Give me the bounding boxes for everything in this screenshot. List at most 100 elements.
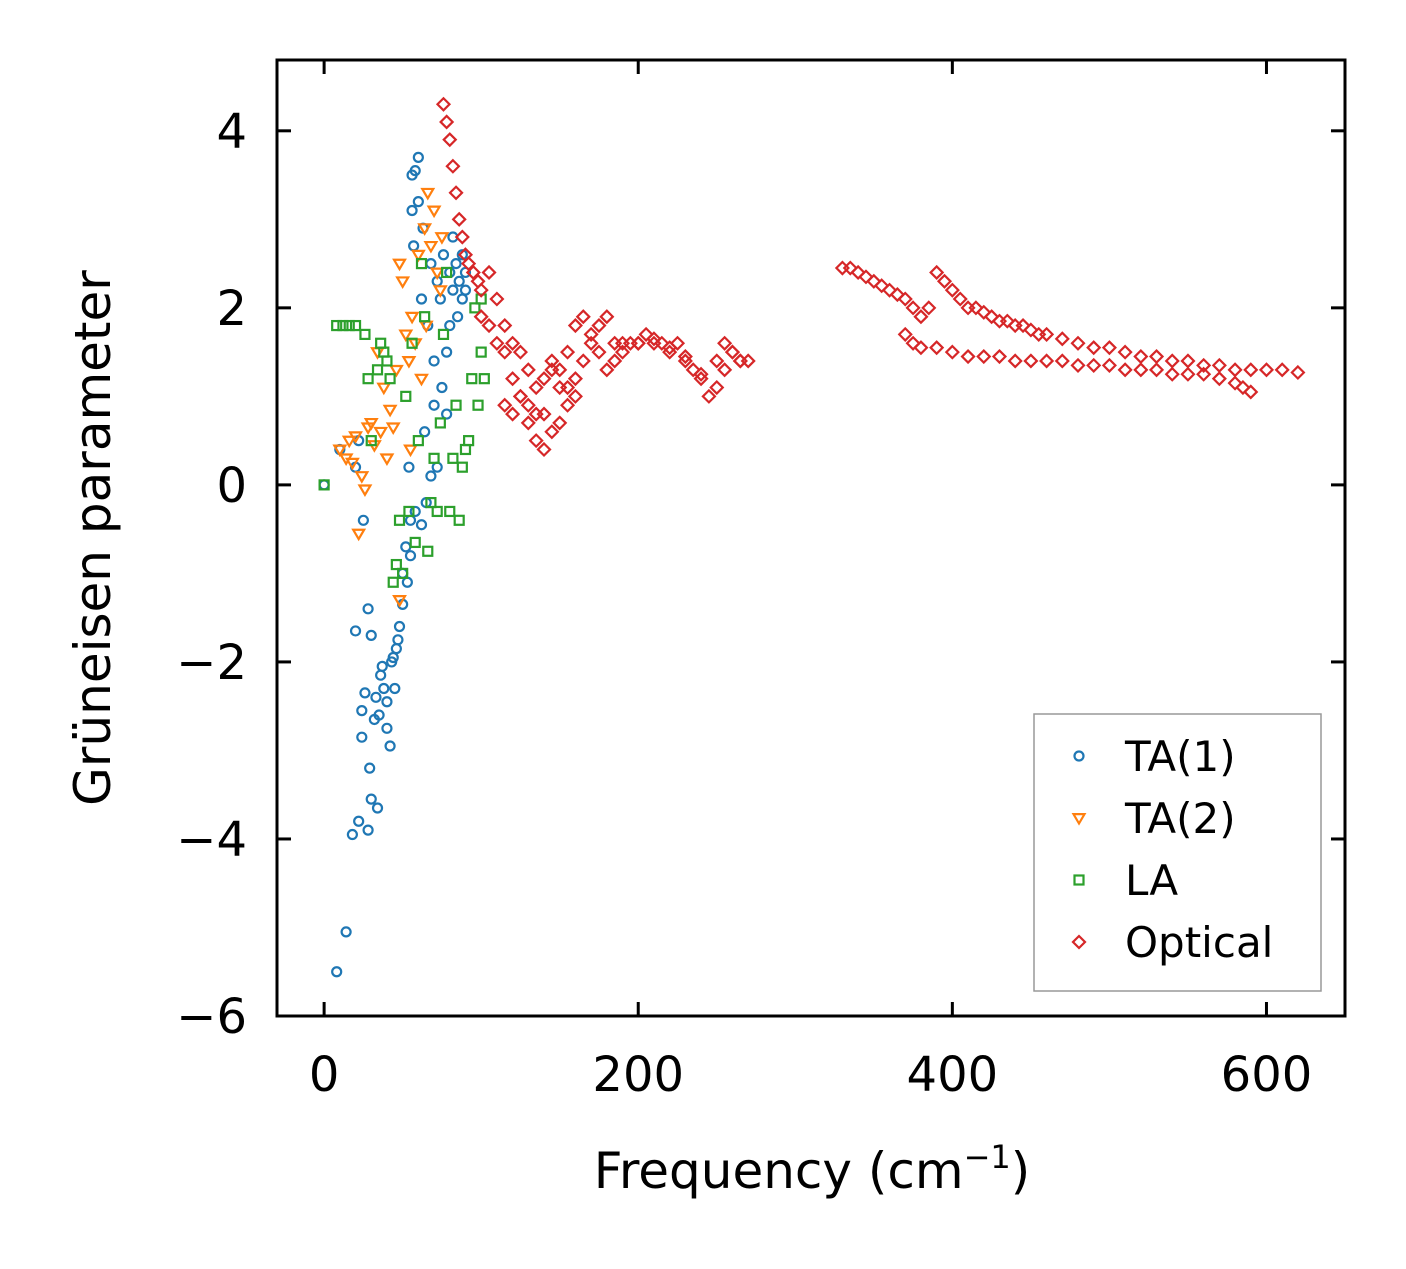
data-point: [318, 479, 330, 491]
data-point: [348, 431, 363, 444]
data-point: [365, 629, 377, 641]
data-point: [390, 643, 402, 655]
data-point: [646, 335, 662, 351]
data-point: [415, 519, 428, 531]
data-point: [709, 353, 725, 369]
y-tick-label: −2: [176, 635, 247, 691]
data-point: [842, 260, 858, 276]
data-point: [905, 335, 921, 351]
data-point: [654, 335, 670, 351]
data-point: [1023, 322, 1039, 338]
data-point: [403, 444, 418, 458]
data-point: [630, 335, 646, 351]
data-point: [349, 625, 362, 637]
data-point: [332, 444, 348, 458]
data-point: [607, 353, 623, 369]
data-point: [456, 293, 468, 305]
data-point: [1243, 384, 1259, 400]
data-point: [384, 740, 396, 752]
data-point: [436, 381, 448, 394]
data-point: [414, 373, 429, 387]
data-point: [1164, 366, 1180, 382]
data-point: [475, 293, 487, 305]
data-point: [447, 452, 459, 464]
data-point: [331, 319, 343, 332]
data-point: [412, 435, 424, 447]
data-point: [866, 273, 882, 289]
data-point: [375, 669, 387, 681]
data-point: [505, 335, 521, 351]
data-point: [373, 709, 385, 721]
data-point: [340, 926, 352, 938]
data-point: [404, 514, 417, 526]
data-point: [404, 550, 417, 562]
data-point: [669, 335, 686, 351]
data-point: [420, 187, 436, 201]
data-point: [437, 249, 450, 261]
data-point: [441, 346, 453, 358]
data-point: [1258, 362, 1275, 378]
data-point: [944, 344, 960, 360]
data-point: [897, 291, 913, 307]
data-point: [567, 388, 583, 404]
data-point: [379, 453, 395, 467]
data-point: [913, 340, 929, 356]
data-point: [356, 731, 368, 743]
data-point: [389, 682, 401, 695]
data-point: [343, 319, 355, 332]
data-point: [960, 300, 976, 316]
data-point: [385, 422, 401, 436]
data-point: [376, 382, 392, 396]
data-point: [512, 344, 528, 360]
data-point: [463, 435, 475, 447]
data-point: [677, 348, 693, 365]
legend-marker-square: [1073, 874, 1085, 886]
data-point: [397, 567, 409, 580]
data-point: [536, 371, 552, 387]
y-tick-label: −6: [176, 989, 247, 1045]
data-point: [960, 348, 976, 365]
data-point: [425, 496, 437, 509]
data-point: [913, 309, 929, 325]
data-point: [419, 426, 431, 438]
data-point: [441, 408, 453, 420]
data-point: [991, 348, 1008, 365]
data-point: [717, 362, 733, 378]
data-point: [622, 335, 638, 351]
data-point: [450, 399, 462, 411]
data-point: [341, 435, 357, 449]
data-point: [999, 313, 1015, 329]
data-point: [1101, 340, 1117, 356]
legend-label: LA: [1125, 856, 1178, 905]
data-point: [412, 151, 424, 163]
data-point: [434, 232, 450, 245]
data-point: [450, 257, 462, 270]
data-point: [560, 379, 576, 396]
data-point: [1015, 317, 1031, 334]
data-point: [456, 461, 468, 473]
data-point: [991, 313, 1008, 329]
data-point: [442, 132, 458, 148]
data-point: [388, 364, 404, 378]
data-point: [365, 435, 377, 447]
data-point: [1211, 357, 1227, 373]
data-point: [382, 404, 398, 418]
data-point: [685, 362, 701, 378]
data-point: [392, 258, 407, 272]
data-point: [850, 264, 866, 281]
data-point: [528, 379, 544, 396]
data-point: [444, 266, 456, 279]
y-tick-label: 4: [216, 104, 247, 160]
data-point: [905, 300, 921, 316]
data-point: [431, 461, 443, 473]
data-point: [1117, 344, 1133, 360]
data-point: [408, 240, 420, 252]
data-point: [346, 828, 358, 841]
data-point: [419, 311, 431, 323]
data-point: [371, 364, 384, 376]
data-point: [520, 415, 536, 431]
data-point: [1007, 317, 1023, 334]
data-point: [447, 284, 459, 296]
data-point: [1070, 357, 1086, 373]
data-point: [370, 691, 382, 703]
